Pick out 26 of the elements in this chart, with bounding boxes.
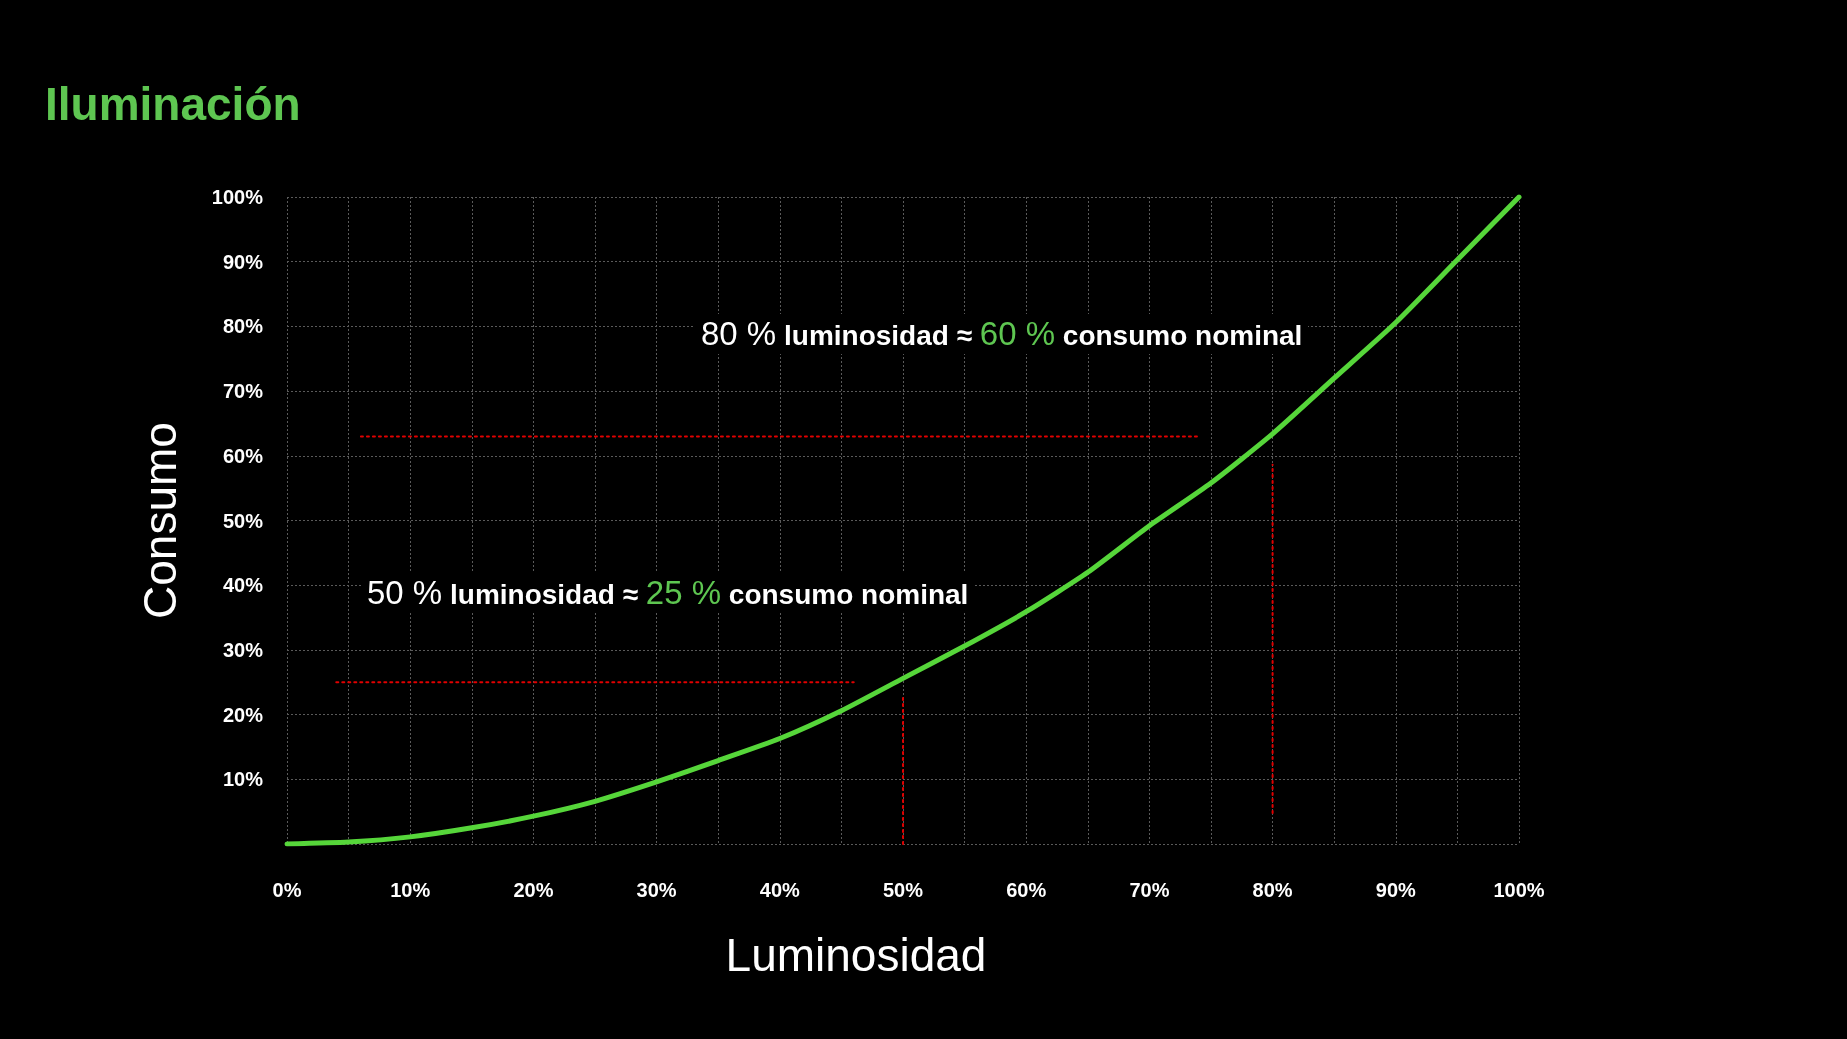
annotation: 50 % luminosidad ≈ 25 % consumo nominal <box>367 574 969 611</box>
chart-title: Iluminación <box>45 78 301 130</box>
x-tick-label: 80% <box>1252 879 1293 901</box>
y-axis-title: Consumo <box>134 422 186 619</box>
y-tick-label: 30% <box>222 638 264 661</box>
y-tick-label: 10% <box>222 768 264 791</box>
x-tick-label: 100% <box>1493 879 1545 901</box>
x-tick-label: 20% <box>513 879 554 901</box>
y-tick-label: 20% <box>222 703 264 726</box>
x-tick-label: 70% <box>1129 879 1170 901</box>
x-tick-label: 40% <box>759 879 801 901</box>
x-tick-label: 0% <box>272 879 302 901</box>
x-tick-label: 90% <box>1375 879 1417 901</box>
x-tick-label: 50% <box>882 879 924 901</box>
x-tick-label: 10% <box>390 879 431 901</box>
x-tick-label: 60% <box>1006 879 1047 901</box>
y-tick-label: 80% <box>222 315 264 338</box>
x-tick-label: 30% <box>636 879 677 901</box>
y-tick-label: 70% <box>222 380 264 403</box>
x-axis-title: Luminosidad <box>725 929 987 981</box>
y-tick-label: 100% <box>211 186 264 208</box>
y-tick-label: 50% <box>222 509 264 532</box>
y-tick-label: 60% <box>222 444 264 467</box>
y-tick-label: 90% <box>222 250 264 273</box>
y-tick-label: 40% <box>222 574 264 597</box>
annotation: 80 % luminosidad ≈ 60 % consumo nominal <box>701 315 1303 352</box>
